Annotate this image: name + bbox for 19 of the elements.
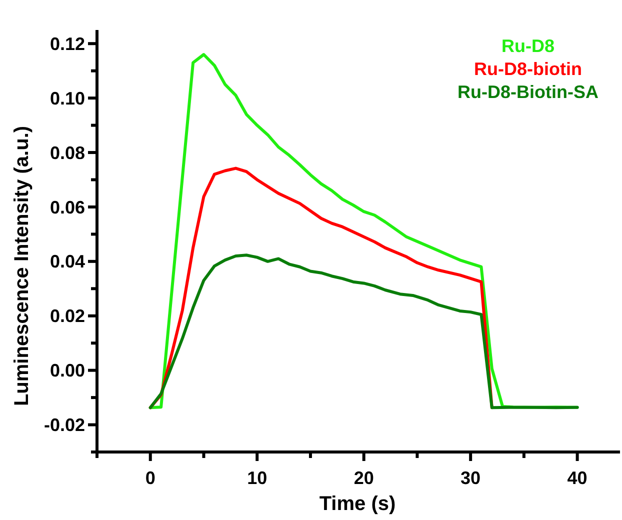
x-tick-label: 40 <box>567 468 588 488</box>
x-tick-label: 10 <box>247 468 268 488</box>
text: Ru-D8-biotin <box>474 59 582 79</box>
text: Ru-D8 <box>502 36 554 56</box>
text: Ru-D8-Biotin-SA <box>458 82 598 102</box>
x-axis-title: Time (s) <box>319 493 396 515</box>
x-tick-label: 0 <box>145 468 156 488</box>
y-tick-label: 0.06 <box>50 197 85 218</box>
y-tick-label: 0.04 <box>50 252 85 272</box>
y-tick-label: 0.00 <box>50 360 85 381</box>
y-tick-label: 0.10 <box>50 88 85 108</box>
y-tick-label: 0.08 <box>50 142 85 163</box>
y-tick-label: 0.02 <box>50 306 85 326</box>
y-tick-label: 0.12 <box>50 34 85 54</box>
line-series <box>148 254 579 410</box>
y-tick-label: -0.02 <box>44 415 85 436</box>
x-tick-label: 20 <box>354 468 374 488</box>
x-tick-label: 30 <box>460 468 481 488</box>
y-axis-title: Luminescence Intensity (a.u.) <box>11 126 33 406</box>
